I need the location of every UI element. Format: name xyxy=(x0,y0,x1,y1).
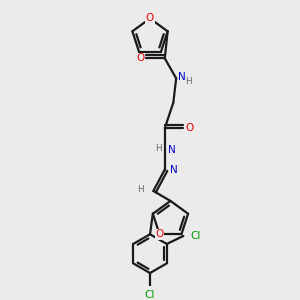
Text: N: N xyxy=(170,165,178,175)
Text: O: O xyxy=(185,123,193,133)
Text: O: O xyxy=(155,230,164,239)
Text: Cl: Cl xyxy=(145,290,155,300)
Text: H: H xyxy=(138,185,144,194)
Text: N: N xyxy=(178,72,186,82)
Text: H: H xyxy=(155,144,162,153)
Text: O: O xyxy=(146,14,154,23)
Text: N: N xyxy=(168,145,176,154)
Text: H: H xyxy=(186,77,192,86)
Text: Cl: Cl xyxy=(190,231,201,241)
Text: O: O xyxy=(136,53,145,63)
